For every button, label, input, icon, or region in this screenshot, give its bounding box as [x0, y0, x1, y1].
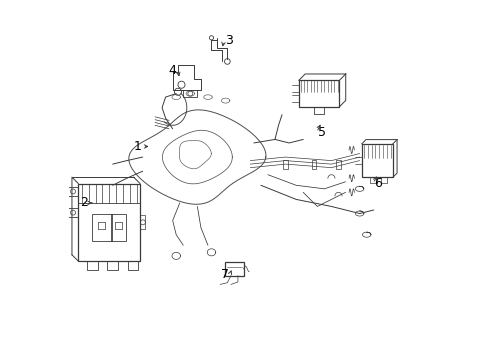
Bar	[312, 160, 316, 168]
Text: 7: 7	[220, 268, 228, 281]
Bar	[299, 80, 340, 107]
Bar	[111, 214, 126, 241]
Bar	[362, 144, 393, 177]
Text: 4: 4	[169, 64, 176, 77]
Text: 2: 2	[80, 197, 88, 210]
Text: 5: 5	[318, 126, 326, 139]
Bar	[92, 214, 112, 241]
Bar	[336, 160, 341, 168]
Bar	[225, 262, 244, 276]
Bar	[283, 160, 288, 168]
Text: 6: 6	[374, 177, 382, 190]
Text: 1: 1	[133, 140, 141, 153]
Bar	[78, 184, 140, 261]
Text: 3: 3	[225, 34, 233, 47]
